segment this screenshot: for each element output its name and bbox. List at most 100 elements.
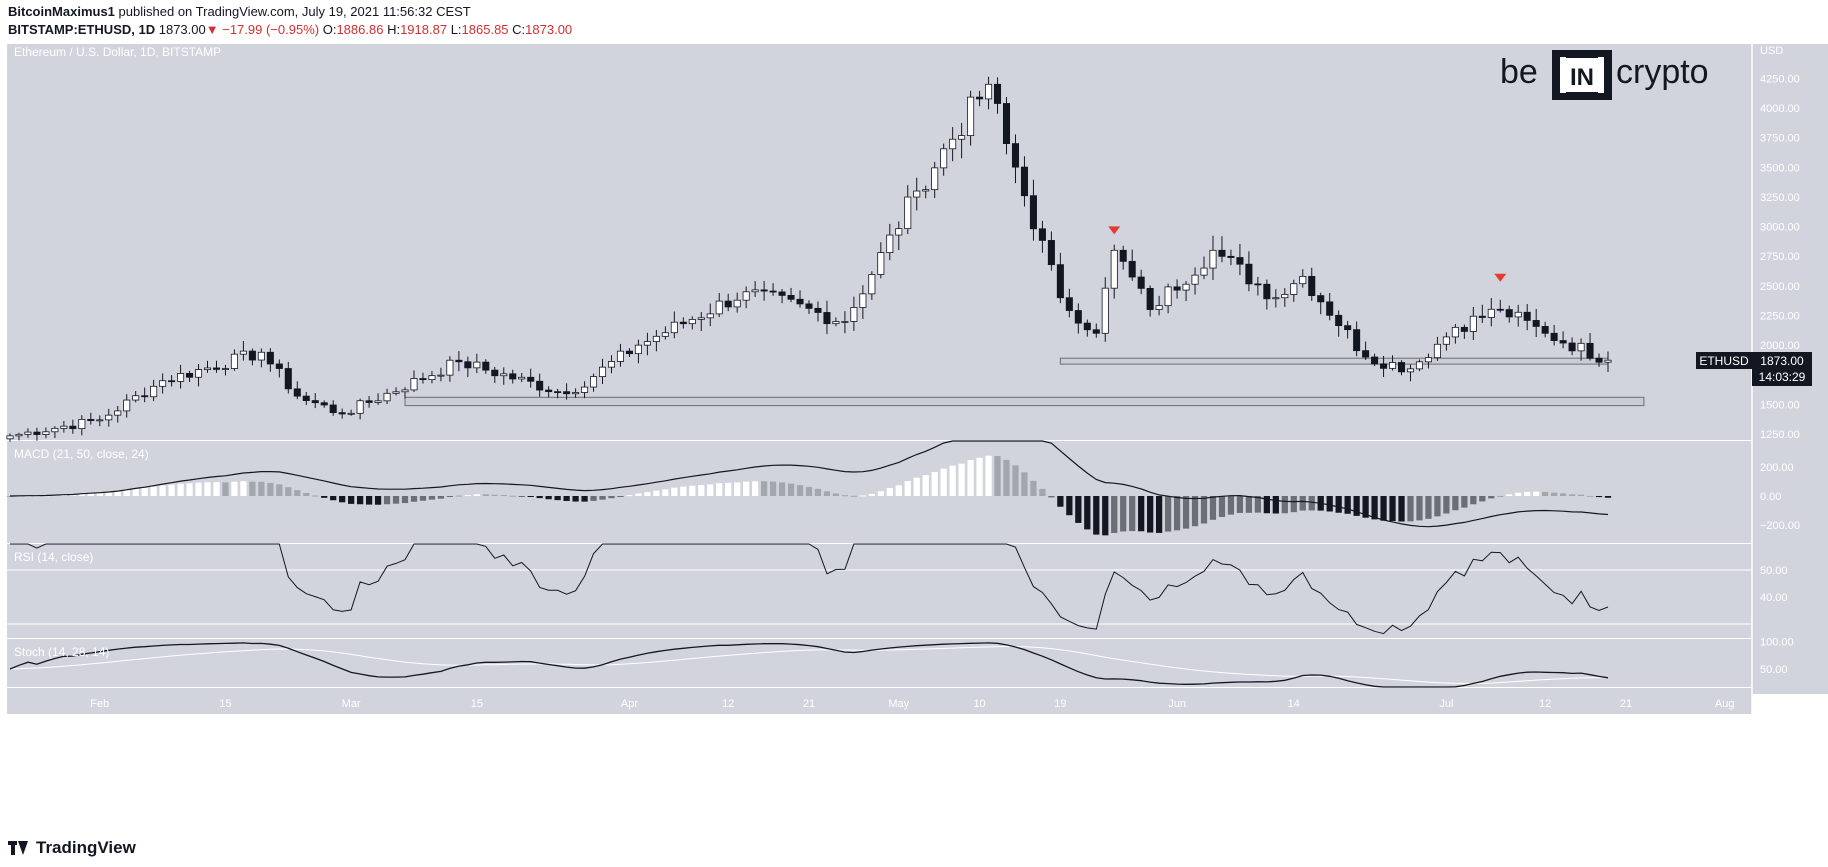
candle xyxy=(904,185,912,234)
candle xyxy=(78,415,86,436)
candle xyxy=(347,409,355,416)
price-tick-label: 3000.00 xyxy=(1760,222,1800,234)
time-axis-ticks: Feb 15 Mar 15 Apr 12 21 May 10 19 Jun 14 Jul 12 21 Aug xyxy=(90,698,1734,710)
macd-bar xyxy=(931,471,938,496)
candle xyxy=(105,408,113,427)
time-tick-label: May xyxy=(888,698,909,710)
candle xyxy=(1559,331,1567,349)
macd-bar xyxy=(653,490,660,496)
candle xyxy=(320,400,328,408)
candle xyxy=(823,300,831,335)
candle xyxy=(1227,249,1235,266)
macd-bar xyxy=(949,465,956,496)
time-tick-label: 10 xyxy=(973,698,985,710)
open-label: O: xyxy=(322,22,337,37)
macd-bar xyxy=(617,496,624,497)
macd-bar xyxy=(87,493,94,496)
high-label: H: xyxy=(387,22,401,37)
macd-bar xyxy=(365,496,373,505)
candle xyxy=(859,285,867,320)
candle xyxy=(1487,298,1495,327)
candle xyxy=(186,370,194,382)
candle xyxy=(230,349,238,371)
author-name[interactable]: BitcoinMaximus1 xyxy=(8,4,115,19)
macd-bar xyxy=(276,484,283,496)
tradingview-footer[interactable]: TradingView xyxy=(8,838,136,858)
macd-bar xyxy=(1533,491,1540,496)
candle xyxy=(545,386,553,398)
macd-bar xyxy=(141,488,148,496)
published-text: published on TradingView.com, July 19, 2… xyxy=(118,4,471,19)
candle xyxy=(733,292,741,313)
macd-bar xyxy=(1003,459,1010,496)
macd-bar xyxy=(1039,488,1046,496)
macd-bar xyxy=(635,493,642,496)
rsi-line xyxy=(10,543,1609,635)
candle xyxy=(96,415,104,427)
candle xyxy=(159,373,167,394)
candle xyxy=(1344,320,1352,339)
close-label: C: xyxy=(512,22,526,37)
macd-bar xyxy=(348,496,355,504)
macd-bar xyxy=(6,496,14,497)
macd-bar xyxy=(1299,496,1306,511)
publish-info: BitcoinMaximus1 published on TradingView… xyxy=(8,4,471,19)
candle xyxy=(1505,305,1513,323)
macd-bar xyxy=(1182,496,1190,529)
low-value: 1865.85 xyxy=(461,22,509,37)
candle xyxy=(607,355,616,374)
macd-bar xyxy=(1120,496,1127,532)
macd-bar xyxy=(734,482,741,496)
macd-title: MACD (21, 50, close, 24) xyxy=(14,447,149,461)
candle xyxy=(132,391,140,403)
candle xyxy=(1371,353,1379,367)
candle xyxy=(1272,289,1280,308)
macd-bar xyxy=(850,495,858,497)
macd-bar xyxy=(877,491,884,496)
macd-bar xyxy=(1434,496,1441,517)
price-tick-label: 3250.00 xyxy=(1760,192,1800,204)
candle xyxy=(446,356,454,382)
chart-area[interactable]: 4250.00 4000.00 3750.00 3500.00 3250.00 3000.… xyxy=(0,44,1828,832)
candle xyxy=(42,427,50,439)
macd-bar xyxy=(1129,496,1136,532)
macd-bar xyxy=(527,496,534,497)
candle xyxy=(1478,304,1486,323)
price-tick-label: 1500.00 xyxy=(1760,399,1800,411)
price-tick-label: 2750.00 xyxy=(1760,251,1800,263)
symbol-info: BITSTAMP:ETHUSD, 1D 1873.00▼ −17.99 (−0.… xyxy=(8,22,572,37)
macd-bar xyxy=(69,494,76,496)
macd-bar xyxy=(662,489,669,496)
candle xyxy=(1110,244,1118,299)
candle xyxy=(742,286,750,309)
macd-bar xyxy=(186,483,193,496)
price-tag-price: 1873.00 xyxy=(1760,354,1804,368)
candle xyxy=(1451,323,1459,344)
candle xyxy=(1541,321,1549,338)
candle xyxy=(1469,306,1477,341)
macd-bar xyxy=(482,494,489,496)
candle xyxy=(1595,353,1603,367)
candle xyxy=(1029,179,1037,241)
macd-bar xyxy=(572,496,579,502)
time-tick-label: Feb xyxy=(90,698,109,710)
candle xyxy=(33,427,41,441)
candle xyxy=(1173,279,1181,299)
candle xyxy=(518,372,526,383)
candle xyxy=(1604,351,1612,372)
macd-bar xyxy=(1380,496,1387,521)
macd-bar xyxy=(994,456,1001,496)
macd-bar xyxy=(859,495,866,497)
candle xyxy=(1424,353,1432,369)
macd-bar xyxy=(240,481,247,496)
macd-bar xyxy=(464,495,471,497)
candle xyxy=(616,343,624,367)
candle xyxy=(1442,332,1450,351)
macd-bar xyxy=(1209,496,1217,520)
candle xyxy=(769,283,777,296)
macd-bar xyxy=(1057,496,1064,507)
candle xyxy=(1362,341,1370,360)
macd-bar xyxy=(895,485,902,496)
macd-bar xyxy=(428,496,436,500)
price-tick-label: 3500.00 xyxy=(1760,162,1800,174)
